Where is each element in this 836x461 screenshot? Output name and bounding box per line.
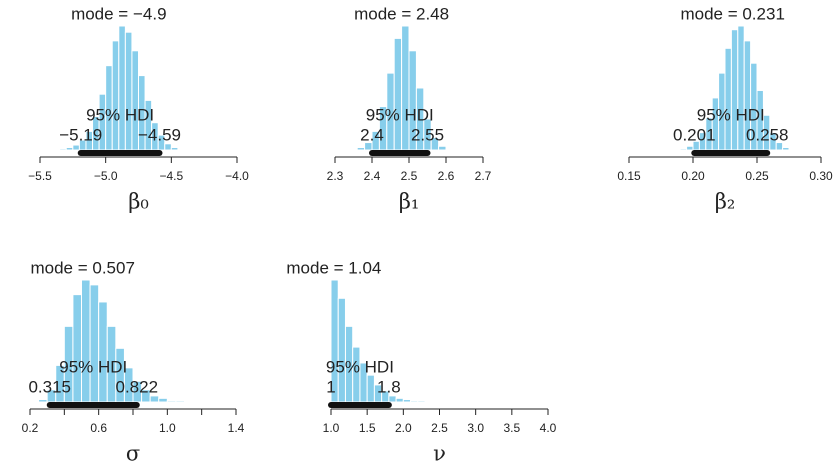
hdi-title: 95% HDI [697,105,765,124]
x-tick-label: 2.6 [438,169,455,183]
x-tick-label: −5.0 [94,169,118,183]
x-tick-label: 0.25 [745,169,769,183]
x-tick-label: 2.5 [431,421,448,435]
x-tick-label: 1.0 [323,421,340,435]
x-axis-label: σ [126,442,140,461]
x-tick-label: 0.30 [809,169,833,183]
x-axis-label: β₀ [128,190,149,214]
hdi-label: 0.315 [28,377,71,396]
hdi-label: −4.59 [138,125,181,144]
histogram-bar [775,142,784,151]
x-tick-label: 1.0 [159,421,176,435]
x-tick-label: 4.0 [540,421,557,435]
histogram-bar [430,137,440,151]
panel: −5.5 −5.0 −4.5 −4.0 β₀ 95% HDI−5.19 −4.59 mode … [28,4,249,213]
x-axis-label: β₁ [399,190,420,214]
histogram-bar [149,395,160,403]
histogram-bar [65,147,74,151]
histogram-bar [730,29,739,151]
histogram-bar [158,397,168,403]
histogram-bar [124,31,133,151]
x-tick-label: 0.15 [617,169,641,183]
histogram-bar [175,400,186,403]
histogram-bar [72,294,82,403]
histogram-bar [388,395,397,403]
histogram-bar [337,297,346,403]
histogram-bar [72,144,80,151]
x-tick-label: −5.5 [28,169,52,183]
histogram-bar [59,148,67,151]
mode-label: mode = −4.9 [71,4,166,23]
x-tick-label: 2.5 [401,169,418,183]
x-tick-label: 2.7 [475,169,492,183]
histogram-bar [38,399,48,403]
x-tick-label: 0.20 [681,169,705,183]
x-tick-label: 2.3 [327,169,344,183]
x-tick-label: 3.0 [467,421,484,435]
histogram-bar [111,40,120,151]
x-axis-label: β₂ [715,190,736,214]
x-tick-label: −4.5 [159,169,183,183]
mode-label: mode = 0.231 [680,4,784,23]
histogram-bar [366,374,375,403]
histogram-bar [157,134,166,151]
x-tick-label: 1.5 [359,421,376,435]
histogram-bar [118,25,126,151]
hdi-title: 95% HDI [326,357,394,376]
histogram-bar [737,25,745,151]
x-tick-label: −4.0 [225,169,249,183]
histogram-bar [410,400,419,403]
x-tick-label: 0.6 [90,421,107,435]
hdi-label: 0.258 [746,125,789,144]
histogram-bar [393,37,403,151]
histogram-bar [679,148,688,151]
hdi-label: −5.19 [59,125,102,144]
histogram-bar [170,147,179,151]
hdi-label: 1 [326,377,335,396]
histogram-bar [438,145,447,151]
hdi-label: 0.201 [673,125,716,144]
histogram-bar [769,132,777,151]
histogram-bar [724,47,732,151]
x-tick-label: 1.4 [228,421,245,435]
histogram-bar [81,279,91,403]
hdi-title: 95% HDI [366,105,434,124]
x-tick-label: 2.0 [395,421,412,435]
x-tick-label: 0.2 [22,421,39,435]
hdi-label: 2.4 [360,125,384,144]
histogram-bar [686,145,694,151]
mode-label: mode = 2.48 [354,4,449,23]
mode-label: mode = 0.507 [30,258,134,277]
hdi-label: 1.8 [377,377,401,396]
histogram-bar [164,143,172,151]
histogram-bar [417,400,426,403]
hdi-title: 95% HDI [86,105,154,124]
histogram-bar [89,284,100,403]
histogram-bar [782,147,790,151]
histogram-bar [166,400,177,403]
histogram-bar [395,397,404,403]
hdi-title: 95% HDI [59,357,127,376]
x-tick-label: 2.4 [364,169,381,183]
histogram-bar [402,399,412,403]
x-tick-label: 3.5 [503,421,520,435]
histogram-bar [356,147,366,151]
mode-label: mode = 1.04 [286,258,381,277]
x-axis-label: ν [433,442,446,461]
histogram-bar [98,301,108,403]
histogram-bar [401,25,410,151]
hdi-label: 0.822 [116,377,159,396]
hdi-label: 2.55 [411,125,444,144]
